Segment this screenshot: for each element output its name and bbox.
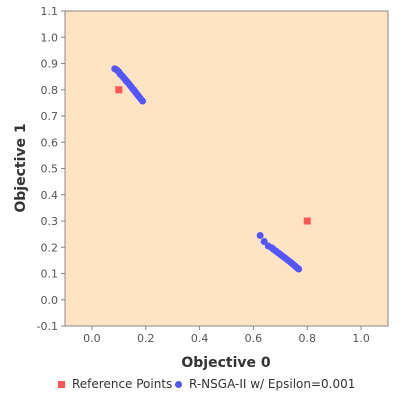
y-tick-label: 0.0 bbox=[41, 294, 59, 307]
y-axis-title: Objective 1 bbox=[13, 123, 29, 212]
legend-label: R-NSGA-II w/ Epsilon=0.001 bbox=[189, 377, 355, 391]
y-tick-label: 1.1 bbox=[41, 5, 59, 18]
reference-point bbox=[303, 217, 311, 225]
y-tick-label: 0.1 bbox=[41, 268, 59, 281]
x-tick-label: 0.4 bbox=[191, 332, 209, 345]
x-tick-label: 0.0 bbox=[83, 332, 101, 345]
x-tick-label: 0.2 bbox=[137, 332, 155, 345]
y-tick-label: 1.0 bbox=[41, 31, 59, 44]
data-points bbox=[111, 65, 311, 273]
y-tick-label: 0.4 bbox=[41, 189, 59, 202]
y-tick-label: 0.3 bbox=[41, 215, 59, 228]
legend: Reference Points R-NSGA-II w/ Epsilon=0.0… bbox=[58, 377, 355, 391]
y-tick-label: 0.2 bbox=[41, 241, 59, 254]
legend-circle-marker bbox=[175, 381, 182, 388]
x-tick-label: 1.0 bbox=[352, 332, 370, 345]
y-tick-label: 0.8 bbox=[41, 84, 59, 97]
y-tick-label: 0.5 bbox=[41, 163, 59, 176]
x-tick-label: 0.8 bbox=[299, 332, 317, 345]
x-tick-label: 0.6 bbox=[245, 332, 263, 345]
solution-point bbox=[260, 237, 268, 245]
y-tick-label: 0.9 bbox=[41, 58, 59, 71]
y-axis-ticks: -0.1 0.0 0.1 0.2 0.3 0.4 0.5 0.6 0.7 0.8 0.9 1.0 1.1 bbox=[37, 5, 65, 333]
legend-label: Reference Points bbox=[72, 377, 172, 391]
x-axis-ticks: 0.0 0.2 0.4 0.6 0.8 1.0 bbox=[83, 326, 370, 345]
y-tick-label: 0.6 bbox=[41, 136, 59, 149]
y-tick-label: 0.7 bbox=[41, 110, 59, 123]
solution-point bbox=[295, 265, 303, 273]
solution-point bbox=[256, 231, 264, 239]
reference-point bbox=[115, 86, 123, 94]
legend-square-marker bbox=[58, 381, 65, 388]
plot-background bbox=[64, 10, 389, 327]
y-tick-label: -0.1 bbox=[37, 320, 58, 333]
x-axis-title: Objective 0 bbox=[181, 355, 271, 371]
solution-point bbox=[139, 97, 147, 105]
